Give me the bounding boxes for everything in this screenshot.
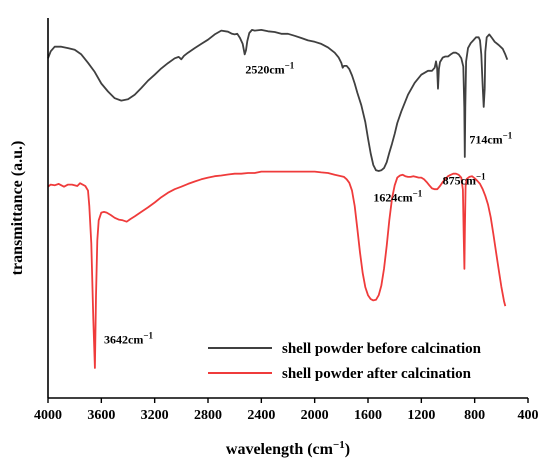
x-axis-title: wavelength (cm−1) — [226, 439, 350, 458]
peak-annotation: 714cm−1 — [469, 131, 512, 147]
peak-annotation: 2520cm−1 — [245, 60, 294, 76]
x-tick-label: 1600 — [354, 408, 382, 423]
peak-annotation: 875cm−1 — [443, 172, 486, 188]
x-tick-label: 400 — [518, 408, 539, 423]
x-tick-label: 2000 — [301, 408, 329, 423]
x-tick-label: 3200 — [141, 408, 169, 423]
peak-annotation: 1624cm−1 — [373, 188, 422, 204]
series-line-1 — [47, 29, 509, 172]
y-axis-title: transmittance (a.u.) — [9, 141, 26, 276]
x-tick-label: 2800 — [194, 408, 222, 423]
x-tick-label: 1200 — [407, 408, 435, 423]
x-ticks: 4000 3600 3200 2800 2400 2000 1600 1200 800 400 — [34, 398, 539, 423]
legend-label: shell powder before calcination — [282, 341, 482, 357]
x-tick-label: 3600 — [87, 408, 115, 423]
peak-annotation: 3642cm−1 — [104, 331, 153, 347]
x-tick-label: 2400 — [247, 408, 275, 423]
series-layer — [47, 29, 509, 369]
x-tick-label: 4000 — [34, 408, 62, 423]
x-tick-label: 800 — [464, 408, 485, 423]
legend: shell powder before calcination shell pow… — [208, 341, 482, 382]
axes-layer — [47, 18, 528, 399]
legend-label: shell powder after calcination — [282, 366, 472, 382]
series-line-2 — [47, 170, 507, 369]
annotations: 2520cm−1 1624cm−1 875cm−1 714cm−1 3642cm−1 — [104, 60, 513, 346]
